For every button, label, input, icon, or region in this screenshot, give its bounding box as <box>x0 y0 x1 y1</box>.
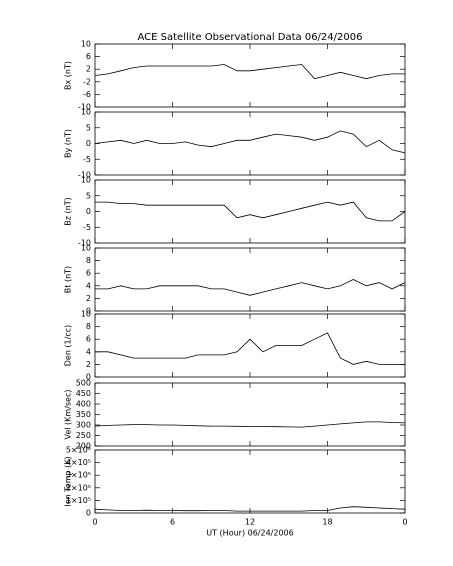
y-axis-label: By (nT) <box>64 129 73 158</box>
data-line <box>94 421 406 428</box>
data-line <box>95 201 406 222</box>
panel-frame <box>94 449 406 514</box>
x-tick-label: 6 <box>170 518 175 527</box>
y-tick-label: 2 <box>86 65 91 74</box>
y-axis-label: Bt (nT) <box>64 266 73 293</box>
y-axis-label: Bx (nT) <box>64 61 73 90</box>
panel-frame <box>94 247 406 312</box>
y-tick-label: 10 <box>81 108 91 117</box>
y-tick-label: 1×10⁵ <box>66 496 91 505</box>
y-tick-label: 8 <box>86 322 91 331</box>
x-tick-label: 0 <box>402 518 407 527</box>
y-tick-label: 6 <box>86 52 91 61</box>
data-line <box>95 332 405 365</box>
y-tick-label: 10 <box>81 310 91 319</box>
y-tick-label: 0 <box>86 509 91 518</box>
panel-frame <box>94 43 406 108</box>
y-tick-label: 3×10⁵ <box>66 471 91 480</box>
x-tick-label: 0 <box>92 518 97 527</box>
y-tick-label: 0 <box>86 139 91 148</box>
data-line <box>95 279 406 296</box>
y-tick-label: 350 <box>76 410 91 419</box>
y-tick-label: 400 <box>76 400 91 409</box>
y-tick-label: -5 <box>83 223 91 232</box>
y-tick-label: 2×10⁵ <box>66 483 91 492</box>
y-axis-label: Bz (nT) <box>64 197 73 225</box>
y-tick-label: 500 <box>76 379 91 388</box>
chart-title: ACE Satellite Observational Data 06/24/2… <box>138 32 363 43</box>
y-tick-label: 4 <box>86 347 91 356</box>
panel-frame <box>94 382 406 447</box>
y-tick-label: 8 <box>86 256 91 265</box>
y-tick-label: -10 <box>78 239 91 248</box>
y-tick-label: 6 <box>86 269 91 278</box>
y-tick-label: 10 <box>81 176 91 185</box>
y-tick-label: 200 <box>76 442 91 451</box>
y-tick-label: 10 <box>81 244 91 253</box>
y-tick-label: 6 <box>86 335 91 344</box>
y-tick-label: -2 <box>83 77 91 86</box>
y-tick-label: -10 <box>78 103 91 112</box>
y-axis-label: Ion Temp (K) <box>64 456 73 506</box>
y-tick-label: 300 <box>76 421 91 430</box>
y-tick-label: 0 <box>86 373 91 382</box>
x-axis-label: UT (Hour) 06/24/2006 <box>206 529 293 538</box>
panel-frame <box>94 111 406 176</box>
y-tick-label: 5 <box>86 123 91 132</box>
y-tick-label: 0 <box>86 307 91 316</box>
x-tick-label: 18 <box>322 518 332 527</box>
x-tick-label: 12 <box>245 518 255 527</box>
y-tick-label: 10 <box>81 40 91 49</box>
y-tick-label: 250 <box>76 431 91 440</box>
y-axis-label: Vel (Km/sec) <box>64 389 73 439</box>
y-tick-label: -6 <box>83 90 91 99</box>
y-tick-label: -10 <box>78 171 91 180</box>
y-tick-label: 450 <box>76 389 91 398</box>
panel-frame <box>94 313 406 378</box>
y-tick-label: -5 <box>83 155 91 164</box>
y-tick-label: 2 <box>86 360 91 369</box>
y-tick-label: 5 <box>86 191 91 200</box>
y-tick-label: 5×10⁵ <box>66 446 91 455</box>
y-tick-label: 4 <box>86 281 91 290</box>
y-tick-label: 0 <box>86 207 91 216</box>
y-tick-label: 2 <box>86 294 91 303</box>
data-line <box>94 64 405 80</box>
panel-frame <box>94 179 406 244</box>
data-line <box>94 506 406 512</box>
y-axis-label: Den (1/cc) <box>64 325 73 367</box>
y-tick-label: 4×10⁵ <box>66 458 91 467</box>
data-line <box>94 130 406 154</box>
